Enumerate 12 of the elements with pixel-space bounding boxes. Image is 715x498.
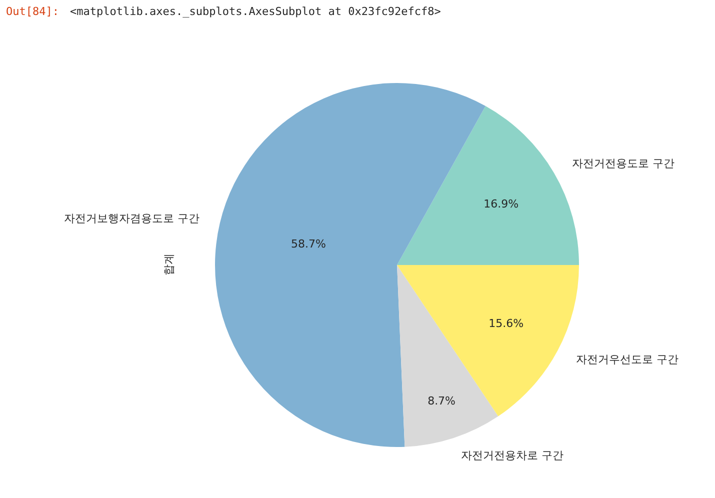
data-label: 16.9% [484,197,519,210]
text: 합계 [162,254,176,276]
data-label: 15.6% [488,316,524,330]
slice-label: 자전거보행자겸용도로 구간 [64,212,200,225]
data-label: 8.7% [428,394,456,408]
slice-label: 자전거전용차로 구간 [461,449,564,462]
slice-label: 자전거우선도로 구간 [576,353,678,366]
slice-label: 자전거전용도로 구간 [572,157,674,170]
text: <matplotlib.axes._subplots.AxesSubplot at 0x23fc92efcf8> [70,5,442,18]
text: Out[84]: [6,5,59,18]
pie-slice [215,83,486,447]
data-label: 58.7% [290,238,326,251]
